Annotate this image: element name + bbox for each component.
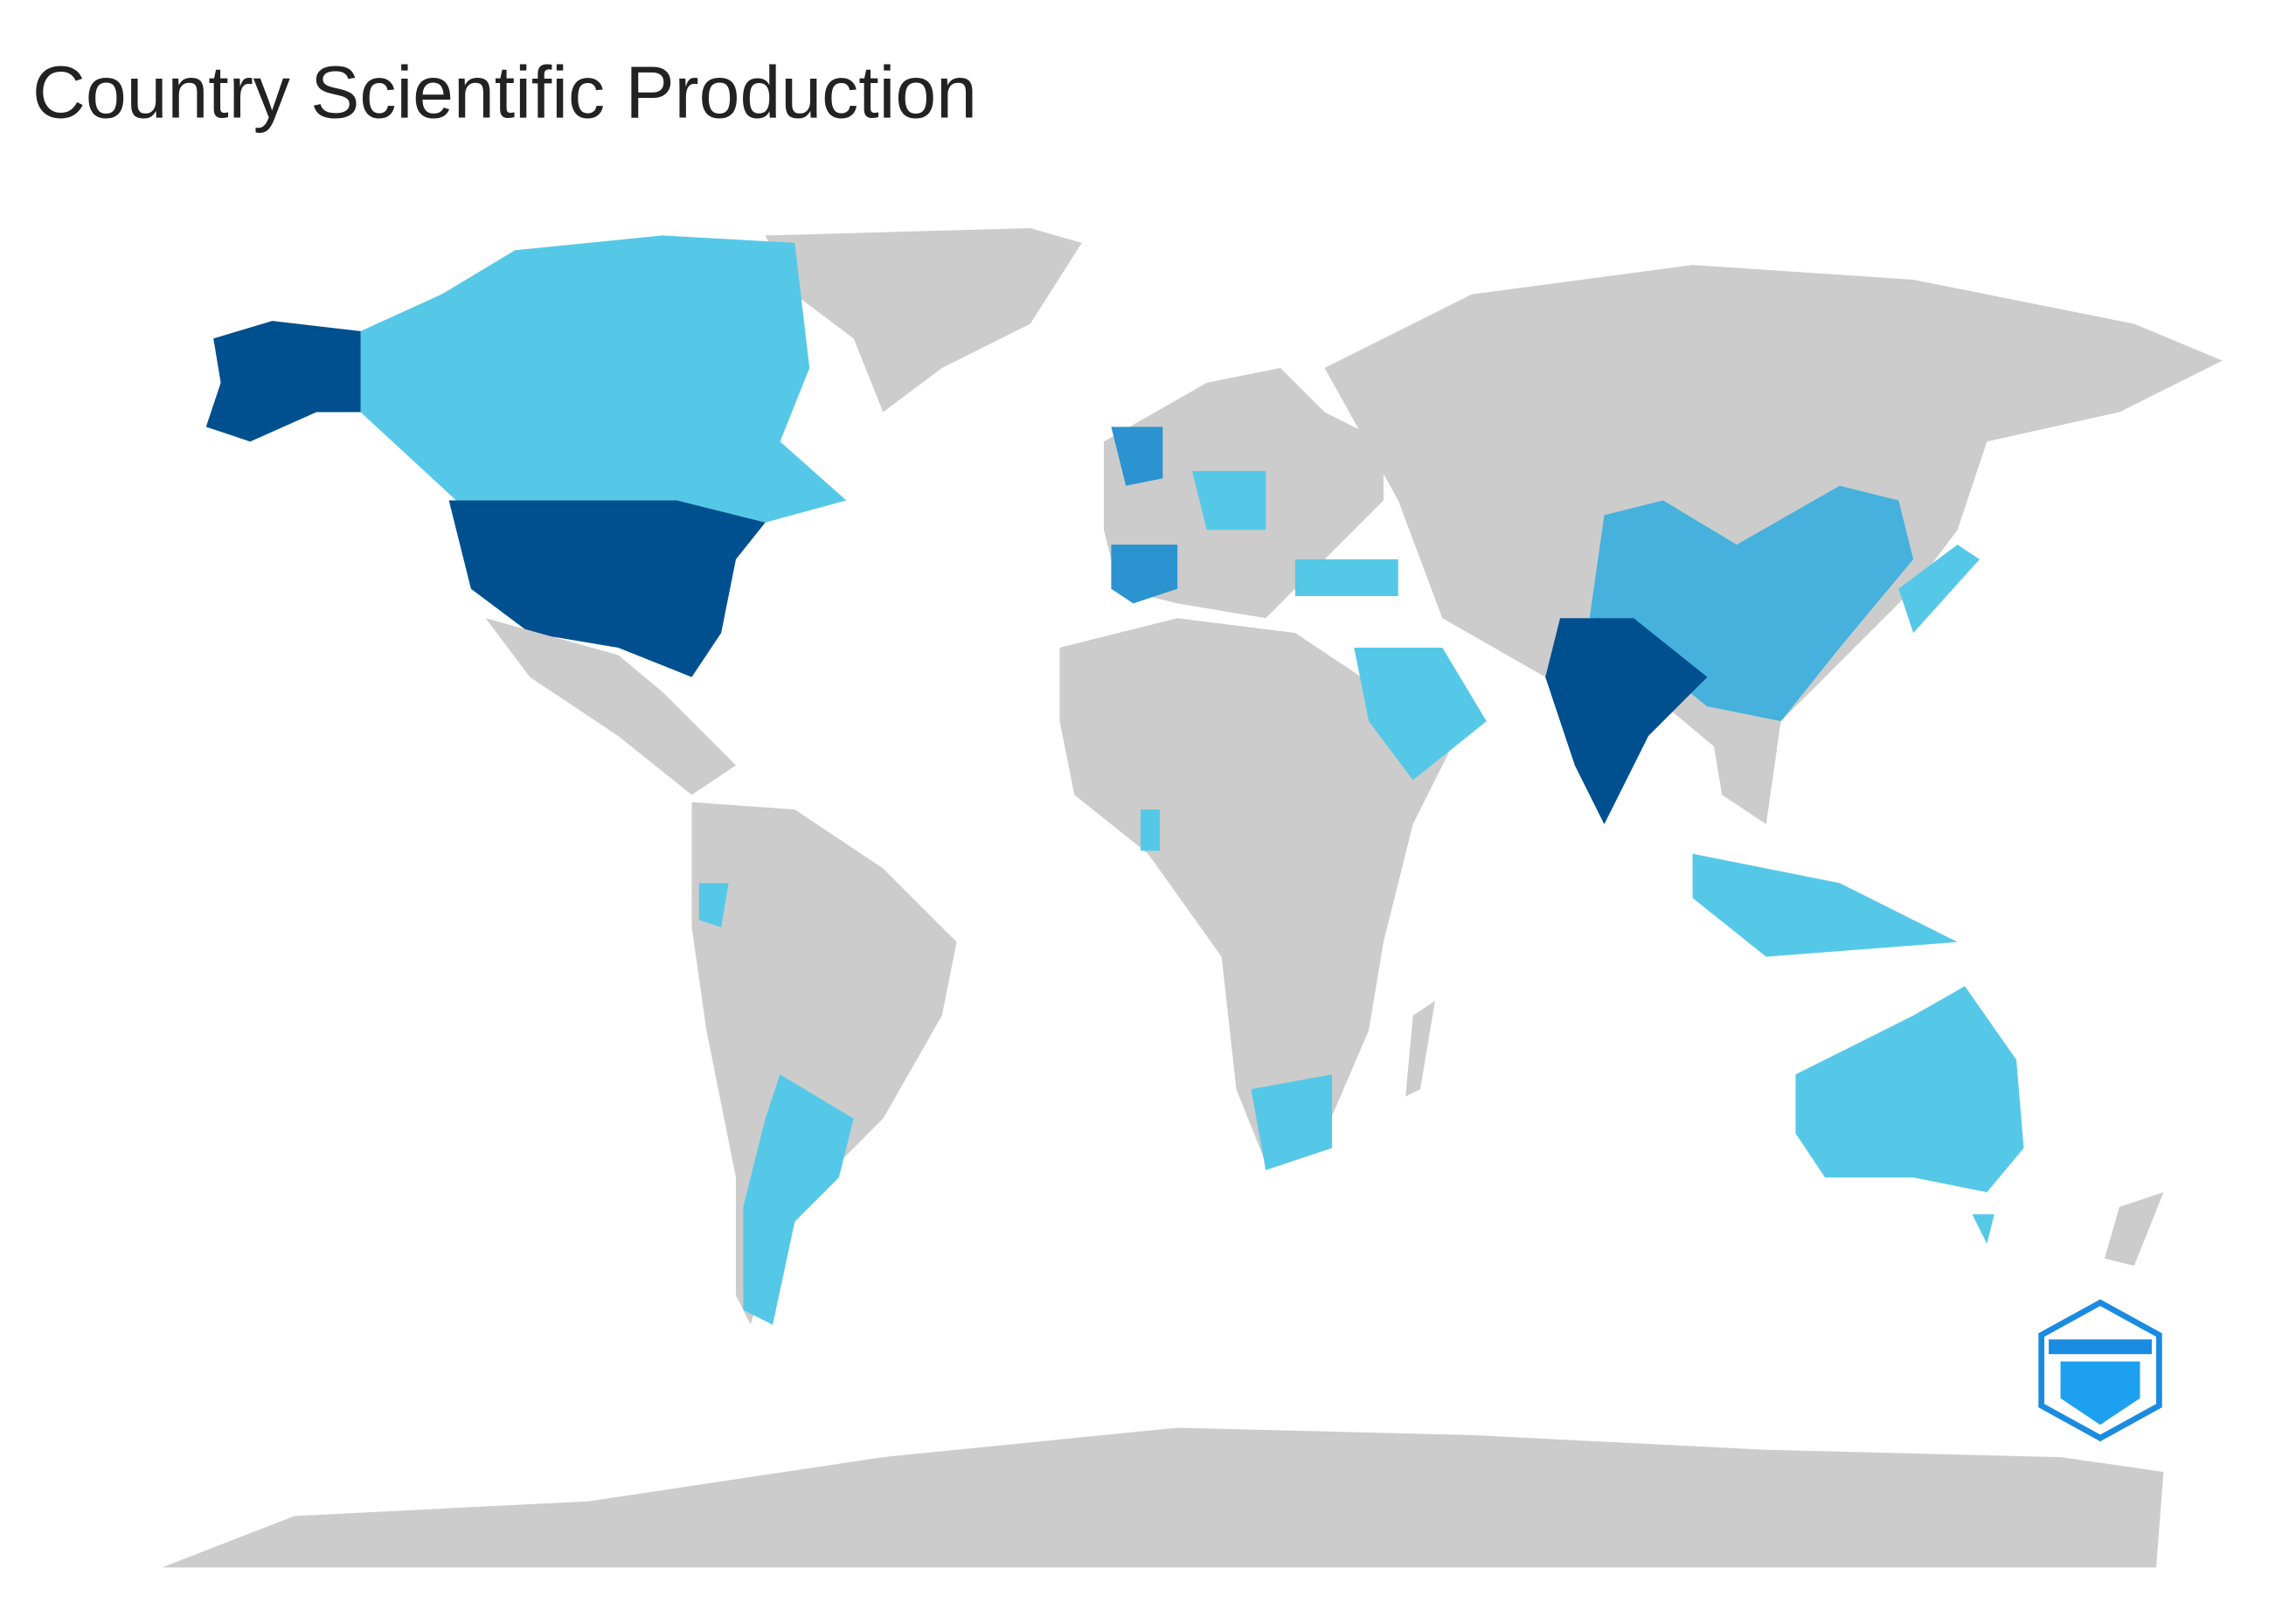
alaska <box>205 321 361 442</box>
indonesia <box>1692 853 1958 957</box>
usa <box>448 500 766 677</box>
canada <box>360 235 847 523</box>
tasmania <box>1972 1214 1994 1244</box>
map-title: Country Scientific Production <box>32 52 977 134</box>
central-europe <box>1192 470 1266 531</box>
spain <box>1111 545 1178 604</box>
new-zealand <box>2105 1192 2164 1267</box>
logo <box>2038 1299 2162 1442</box>
madagascar <box>1405 1001 1435 1097</box>
africa <box>1059 618 1450 1163</box>
antarctica <box>162 1427 2164 1568</box>
south-africa <box>1251 1074 1332 1170</box>
japan <box>1898 545 1980 634</box>
south-america <box>691 802 957 1325</box>
asia <box>1324 265 2223 766</box>
greenland <box>765 228 1082 413</box>
australia <box>1795 986 2024 1193</box>
argentina <box>743 1074 854 1325</box>
ghana <box>1141 809 1160 851</box>
world-map <box>162 228 2223 1568</box>
central-america <box>485 618 736 795</box>
uk <box>1111 427 1163 486</box>
saudi-arabia <box>1354 647 1487 781</box>
ecuador <box>698 883 729 927</box>
southeast-asia <box>1707 706 1781 825</box>
turkey <box>1294 559 1398 597</box>
india <box>1545 618 1708 825</box>
